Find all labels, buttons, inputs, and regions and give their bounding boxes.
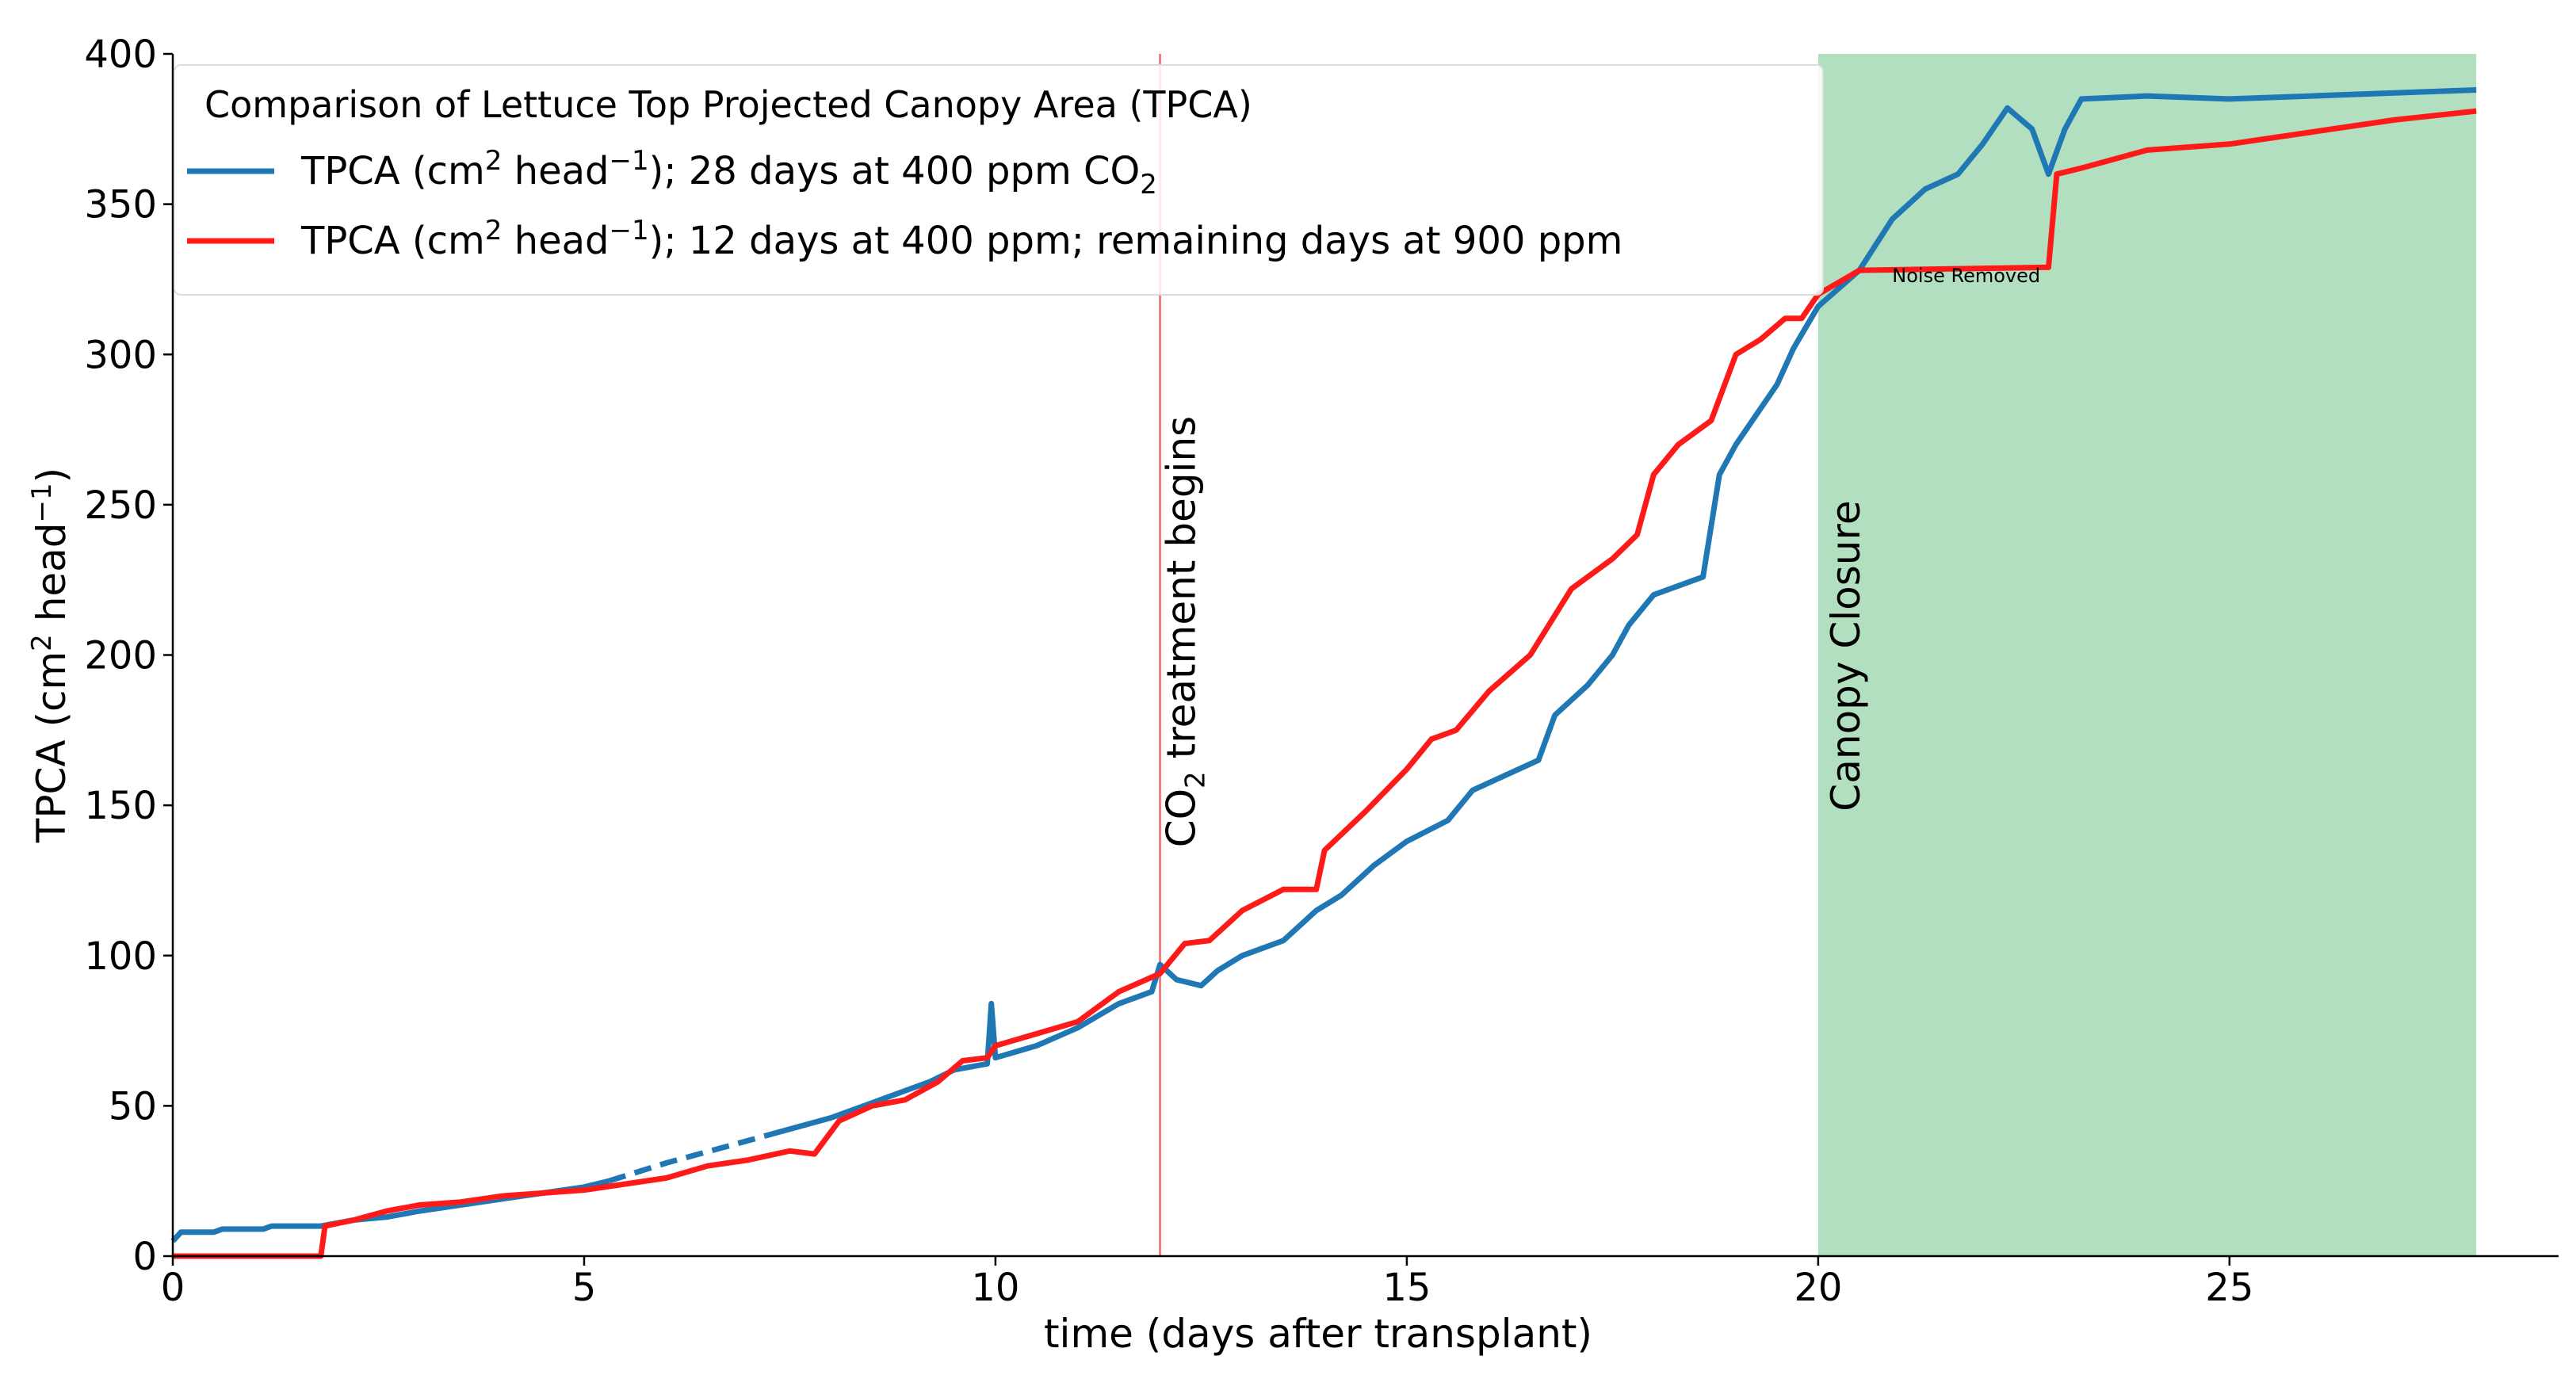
legend-box [174,64,1824,296]
y-tick-label: 400 [84,32,157,77]
x-tick-label: 0 [161,1266,185,1310]
y-tick-label: 150 [84,784,157,828]
axes [163,52,2559,1266]
axis-titles: time (days after transplant) TPCA (cm2 he… [26,468,1592,1357]
annotations: CO2 treatment begins Canopy Closure Noise … [1159,265,2041,847]
series-2-segment-1 [173,108,2477,1259]
y-axis-title: TPCA (cm2 head−1) [26,468,75,843]
canopy-closure-band [1817,54,2477,1256]
y-tick-label: 0 [132,1235,157,1279]
y-tick-label: 250 [84,483,157,528]
y-tick-label: 300 [84,333,157,377]
legend-title: Comparison of Lettuce Top Projected Cano… [204,83,1252,126]
legend-entry-2: TPCA (cm2 head−1); 12 days at 400 ppm; r… [300,215,1622,263]
y-tick-label: 350 [84,183,157,227]
legend-entry-1: TPCA (cm2 head−1); 28 days at 400 ppm CO… [300,145,1157,201]
series-lines [170,87,2477,1259]
x-tick-label: 15 [1382,1266,1431,1310]
y-tick-label: 100 [84,934,157,979]
x-tick-label: 20 [1794,1266,1842,1310]
x-tick-label: 25 [2205,1266,2253,1310]
series-1-segment-2 [608,1132,766,1184]
noise-removed-label: Noise Removed [1892,265,2040,287]
canopy-closure-region [1817,54,2477,1256]
x-axis-title: time (days after transplant) [1044,1311,1592,1357]
y-tick-label: 50 [109,1084,157,1129]
x-tick-label: 10 [971,1266,1019,1310]
x-tick-label: 5 [572,1266,597,1310]
canopy-closure-label: Canopy Closure [1823,500,1869,811]
legend: Comparison of Lettuce Top Projected Cano… [174,64,1824,296]
co2-treatment-label: CO2 treatment begins [1159,416,1212,847]
y-tick-label: 200 [84,634,157,678]
